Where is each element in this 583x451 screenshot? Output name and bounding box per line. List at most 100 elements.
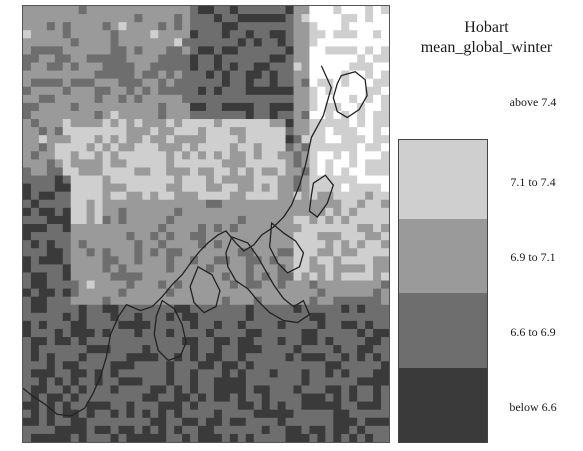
- raster-cell: [269, 401, 279, 411]
- raster-cell: [269, 143, 279, 152]
- raster-cell: [245, 183, 255, 193]
- raster-cell: [277, 191, 286, 201]
- raster-cell: [94, 143, 103, 152]
- raster-cell: [229, 280, 239, 289]
- raster-cell: [269, 320, 279, 330]
- raster-cell: [190, 433, 199, 442]
- raster-cell: [23, 337, 32, 346]
- raster-cell: [54, 78, 64, 88]
- raster-cell: [237, 417, 247, 427]
- raster-cell: [245, 54, 255, 63]
- raster-cell: [245, 14, 255, 23]
- raster-cell: [245, 78, 255, 88]
- raster-cell: [325, 135, 334, 144]
- raster-cell: [381, 280, 389, 289]
- raster-cell: [229, 369, 239, 378]
- raster-cell: [229, 102, 239, 112]
- raster-cell: [253, 224, 263, 233]
- raster-cell: [253, 102, 263, 112]
- raster-cell: [142, 401, 151, 411]
- raster-cell: [30, 54, 40, 63]
- raster-cell: [158, 393, 167, 403]
- raster-cell: [30, 215, 40, 225]
- raster-cell: [277, 320, 286, 330]
- raster-cell: [285, 86, 294, 96]
- raster-cell: [182, 401, 191, 411]
- raster-cell: [317, 70, 326, 80]
- raster-cell: [293, 70, 302, 80]
- raster-cell: [309, 46, 318, 55]
- raster-cell: [381, 320, 389, 330]
- raster-cell: [86, 345, 96, 354]
- raster-cell: [102, 409, 111, 419]
- raster-cell: [206, 94, 215, 104]
- raster-cell: [54, 159, 64, 168]
- raster-cell: [269, 159, 279, 168]
- raster-cell: [23, 151, 32, 160]
- raster-cell: [23, 385, 32, 394]
- raster-cell: [174, 127, 183, 136]
- raster-cell: [349, 433, 358, 442]
- raster-cell: [134, 151, 143, 160]
- raster-cell: [213, 119, 223, 128]
- raster-cell: [134, 369, 143, 378]
- raster-cell: [46, 433, 56, 442]
- raster-cell: [245, 248, 255, 257]
- raster-cell: [261, 159, 271, 168]
- raster-cell: [221, 199, 231, 209]
- raster-cell: [78, 393, 88, 403]
- raster-cell: [277, 199, 286, 209]
- raster-cell: [174, 78, 183, 88]
- raster-cell: [333, 320, 342, 330]
- raster-cell: [285, 183, 294, 193]
- raster-cell: [349, 345, 358, 354]
- raster-cell: [237, 6, 247, 15]
- raster-cell: [23, 38, 32, 47]
- raster-cell: [349, 207, 358, 217]
- raster-cell: [213, 30, 223, 39]
- raster-cell: [349, 393, 358, 403]
- raster-cell: [277, 312, 286, 322]
- raster-cell: [54, 433, 64, 442]
- raster-cell: [237, 345, 247, 354]
- raster-cell: [261, 401, 271, 411]
- raster-cell: [317, 151, 326, 160]
- raster-cell: [213, 14, 223, 23]
- raster-cell: [198, 433, 207, 442]
- raster-cell: [245, 328, 255, 338]
- raster-cell: [301, 256, 310, 265]
- raster-cell: [277, 409, 286, 419]
- raster-cell: [198, 312, 207, 322]
- raster-cell: [198, 175, 207, 185]
- raster-cell: [150, 409, 159, 419]
- raster-cell: [373, 6, 382, 15]
- raster-cell: [373, 175, 382, 185]
- raster-cell: [357, 167, 366, 176]
- raster-cell: [86, 232, 96, 241]
- raster-cell: [317, 30, 326, 39]
- raster-cell: [333, 369, 342, 378]
- raster-cell: [190, 143, 199, 152]
- raster-cell: [213, 304, 223, 314]
- raster-cell: [150, 345, 159, 354]
- raster-cell: [134, 240, 143, 249]
- raster-cell: [54, 38, 64, 47]
- raster-cell: [38, 272, 48, 281]
- raster-cell: [245, 385, 255, 394]
- raster-cell: [54, 183, 64, 193]
- raster-cell: [341, 288, 350, 298]
- raster-cell: [229, 393, 239, 403]
- raster-cell: [213, 280, 223, 289]
- raster-cell: [349, 199, 358, 209]
- raster-cell: [309, 296, 318, 306]
- raster-cell: [62, 232, 72, 241]
- raster-cell: [110, 232, 119, 241]
- raster-cell: [261, 240, 271, 249]
- raster-cell: [158, 425, 167, 435]
- raster-cell: [221, 135, 231, 144]
- raster-cell: [174, 167, 183, 176]
- raster-cell: [54, 337, 64, 346]
- raster-cell: [78, 199, 88, 209]
- raster-cell: [102, 280, 111, 289]
- raster-cell: [277, 102, 286, 112]
